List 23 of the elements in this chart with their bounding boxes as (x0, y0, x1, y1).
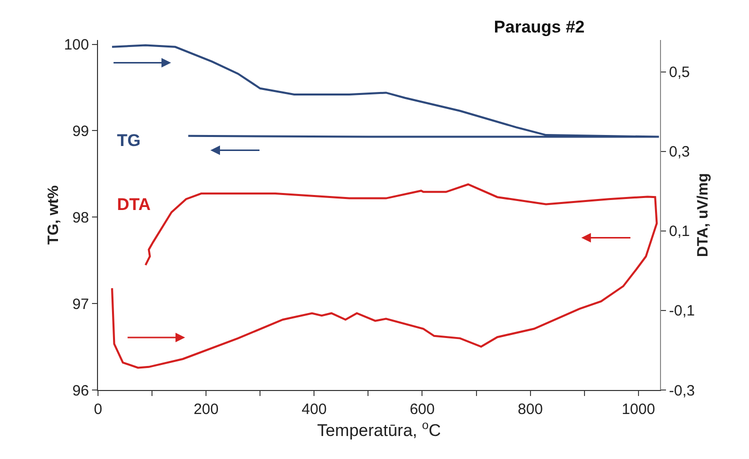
chart-title: Paraugs #2 (494, 18, 585, 37)
y2-tick-label: -0,1 (669, 302, 695, 320)
x-tick-label: 400 (302, 401, 327, 418)
x-tick-label: 600 (410, 401, 435, 418)
y2-axis-title: DTA, uV/mg (694, 173, 712, 257)
text: TG (117, 131, 141, 150)
y2-tick-label: -0,3 (669, 382, 695, 400)
y2-tick-label: 0,1 (669, 223, 690, 240)
y-tick-label: 96 (72, 382, 89, 400)
x-axis-title: Temperatūra, $^{o}$C (317, 418, 441, 440)
y2-tick-label: 0,3 (669, 144, 690, 161)
y-tick-label: 100 (64, 36, 89, 54)
line-series (111, 183, 658, 369)
x-tick-label: 1000 (622, 401, 656, 418)
y2-tick-label: 0,5 (669, 64, 690, 82)
y-tick-label: 98 (72, 209, 89, 226)
series-label: DTA (117, 195, 151, 214)
x-tick-label: 800 (518, 401, 543, 418)
y-tick-label: 97 (72, 296, 89, 313)
x-tick-label: 0 (94, 401, 102, 418)
y-tick-label: 99 (72, 122, 89, 140)
y-axis-title: TG, wt% (45, 185, 62, 245)
x-tick-label: 200 (194, 401, 219, 418)
